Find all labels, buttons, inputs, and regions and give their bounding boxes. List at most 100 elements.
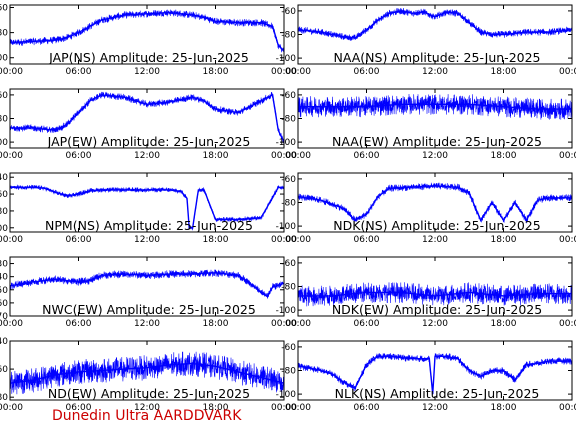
xtick-label-npm-ns-1: 06:00: [66, 235, 92, 245]
xtick-label-nd-ew-3: 18:00: [203, 403, 229, 413]
ytick-label-nwc-ew-2: -50: [0, 286, 8, 296]
xtick-label-jap-ew-1: 06:00: [66, 151, 92, 161]
xtick-label-nwc-ew-2: 12:00: [134, 319, 160, 329]
trace-mean-jap-ns: [10, 11, 284, 52]
xtick-label-naa-ew-3: 18:00: [491, 151, 517, 161]
chart-title-nwc-ew: NWC(EW) Amplitude: 25-Jun-2025: [42, 302, 256, 317]
xtick-label-nd-ew-1: 06:00: [66, 403, 92, 413]
trace-mean-nlk-ns: [298, 355, 572, 395]
xtick-label-nwc-ew-0: 00:00: [0, 319, 23, 329]
ytick-label-npm-ns-1: -60: [0, 190, 8, 200]
panel-jap-ns: -60 -80 -100 00:00 06:00 12:00 18:00 00:00 JAP(N…: [0, 4, 297, 77]
trace-mean-nwc-ew: [10, 271, 284, 298]
ytick-label-nwc-ew-3: -60: [0, 299, 8, 309]
panel-nwc-ew: -30-40-50-60-7000:0006:0012:0018:0000:00…: [0, 256, 297, 329]
chart-title-ndk-ns: NDK(NS) Amplitude: 25-Jun-2025: [333, 218, 540, 233]
trace-mean-ndk-ns: [298, 185, 572, 222]
chart-title-nd-ew: ND(EW) Amplitude: 25-Jun-2025: [48, 386, 250, 401]
xtick-label-naa-ns-3: 18:00: [491, 67, 517, 77]
trace-mean-ndk-ew: [298, 291, 572, 297]
ytick-label-nwc-ew-4: -70: [0, 312, 8, 322]
ytick-label-ndk-ns-2: -100: [276, 222, 297, 232]
xtick-label-nlk-ns-2: 12:00: [422, 403, 448, 413]
xtick-label-naa-ns-0: 00:00: [285, 67, 311, 77]
xtick-label-ndk-ns-2: 12:00: [422, 235, 448, 245]
trace-nwc-ew: [10, 269, 284, 299]
xtick-label-jap-ns-0: 00:00: [0, 67, 23, 77]
xtick-label-ndk-ns-4: 00:00: [559, 235, 576, 245]
xtick-label-naa-ew-4: 00:00: [559, 151, 576, 161]
xtick-label-nlk-ns-3: 18:00: [491, 403, 517, 413]
xtick-label-jap-ns-1: 06:00: [66, 67, 92, 77]
ytick-label-jap-ew-1: -80: [0, 115, 8, 125]
panel-npm-ns: -40-60-80-10000:0006:0012:0018:0000:00NP…: [0, 172, 297, 245]
trace-mean-naa-ew: [298, 103, 572, 110]
ytick-label-naa-ew-1: -80: [281, 115, 296, 125]
ytick-label-nd-ew-1: -60: [0, 365, 8, 375]
ytick-label-nwc-ew-0: -30: [0, 260, 8, 270]
ytick-label-jap-ew-2: -100: [0, 138, 8, 148]
xtick-label-ndk-ew-0: 00:00: [285, 319, 311, 329]
ytick-label-npm-ns-2: -80: [0, 207, 8, 217]
trace-mean-jap-ew: [10, 93, 284, 143]
ytick-label-jap-ew-0: -60: [0, 91, 8, 101]
ytick-label-ndk-ns-0: -60: [281, 175, 296, 185]
xtick-label-naa-ew-0: 00:00: [285, 151, 311, 161]
panel-jap-ew: -60 -80 -100 00:00 06:00 12:00 18:00 00:00 JAP(E…: [0, 88, 297, 161]
xtick-label-naa-ns-1: 06:00: [354, 67, 380, 77]
xtick-label-nd-ew-4: 00:00: [271, 403, 297, 413]
xtick-label-jap-ew-0: 00:00: [0, 151, 23, 161]
trace-jap-ew: [10, 91, 284, 144]
chart-title-nlk-ns: NLK(NS) Amplitude: 25-Jun-2025: [335, 386, 540, 401]
ytick-label-nd-ew-0: -40: [0, 337, 8, 347]
ytick-label-nlk-ns-1: -80: [281, 367, 296, 377]
trace-mean-naa-ns: [298, 10, 572, 39]
xtick-label-npm-ns-2: 12:00: [134, 235, 160, 245]
trace-jap-ns: [10, 9, 284, 53]
credit-label: Dunedin Ultra AARDDVARK: [52, 408, 242, 424]
ytick-label-naa-ns-2: -100: [276, 54, 297, 64]
ytick-label-npm-ns-3: -100: [0, 224, 8, 234]
panel-ndk-ns: -60 -80 -100 00:00 06:00 12:00 18:00 00:00 NDK(N…: [276, 172, 576, 245]
trace-nd-ew: [10, 351, 284, 395]
xtick-label-jap-ns-4: 00:00: [271, 67, 297, 77]
xtick-label-naa-ns-2: 12:00: [422, 67, 448, 77]
ytick-label-naa-ns-1: -80: [281, 31, 296, 41]
ytick-label-ndk-ns-1: -80: [281, 199, 296, 209]
xtick-label-naa-ew-1: 06:00: [354, 151, 380, 161]
xtick-label-ndk-ew-1: 06:00: [354, 319, 380, 329]
xtick-label-ndk-ew-4: 00:00: [559, 319, 576, 329]
ytick-label-nlk-ns-0: -60: [281, 343, 296, 353]
xtick-label-nlk-ns-1: 06:00: [354, 403, 380, 413]
ytick-label-nwc-ew-1: -40: [0, 273, 8, 283]
xtick-label-jap-ew-2: 12:00: [134, 151, 160, 161]
xtick-label-npm-ns-0: 00:00: [0, 235, 23, 245]
trace-mean-nd-ew: [10, 362, 284, 384]
xtick-label-ndk-ns-0: 00:00: [285, 235, 311, 245]
ytick-label-naa-ew-0: -60: [281, 91, 296, 101]
trace-mean-npm-ns: [10, 186, 284, 229]
ytick-label-naa-ew-2: -100: [276, 138, 297, 148]
xtick-label-jap-ns-3: 18:00: [203, 67, 229, 77]
panel-nd-ew: -40-60-8000:0006:0012:0018:0000:00ND(EW)…: [0, 337, 297, 413]
ytick-label-naa-ns-0: -60: [281, 7, 296, 17]
xtick-label-nd-ew-2: 12:00: [134, 403, 160, 413]
panel-naa-ew: -60 -80 -100 00:00 06:00 12:00 18:00 00:00 NAA(E…: [276, 88, 576, 161]
xtick-label-naa-ew-2: 12:00: [422, 151, 448, 161]
panel-naa-ns: -60 -80 -100 00:00 06:00 12:00 18:00 00:00 NAA(N…: [276, 4, 576, 77]
xtick-label-ndk-ns-1: 06:00: [354, 235, 380, 245]
xtick-label-ndk-ew-3: 18:00: [491, 319, 517, 329]
ytick-label-nd-ew-2: -80: [0, 393, 8, 403]
trace-naa-ew: [298, 93, 572, 120]
chart-title-jap-ns: JAP(NS) Amplitude: 25-Jun-2025: [48, 50, 249, 65]
xtick-label-npm-ns-4: 00:00: [271, 235, 297, 245]
xtick-label-nwc-ew-3: 18:00: [203, 319, 229, 329]
xtick-label-nwc-ew-4: 00:00: [271, 319, 297, 329]
ytick-label-ndk-ew-1: -80: [281, 283, 296, 293]
xtick-label-naa-ns-4: 00:00: [559, 67, 576, 77]
xtick-label-nd-ew-0: 00:00: [0, 403, 23, 413]
xtick-label-ndk-ew-2: 12:00: [422, 319, 448, 329]
xtick-label-npm-ns-3: 18:00: [203, 235, 229, 245]
ytick-label-ndk-ew-0: -60: [281, 259, 296, 269]
